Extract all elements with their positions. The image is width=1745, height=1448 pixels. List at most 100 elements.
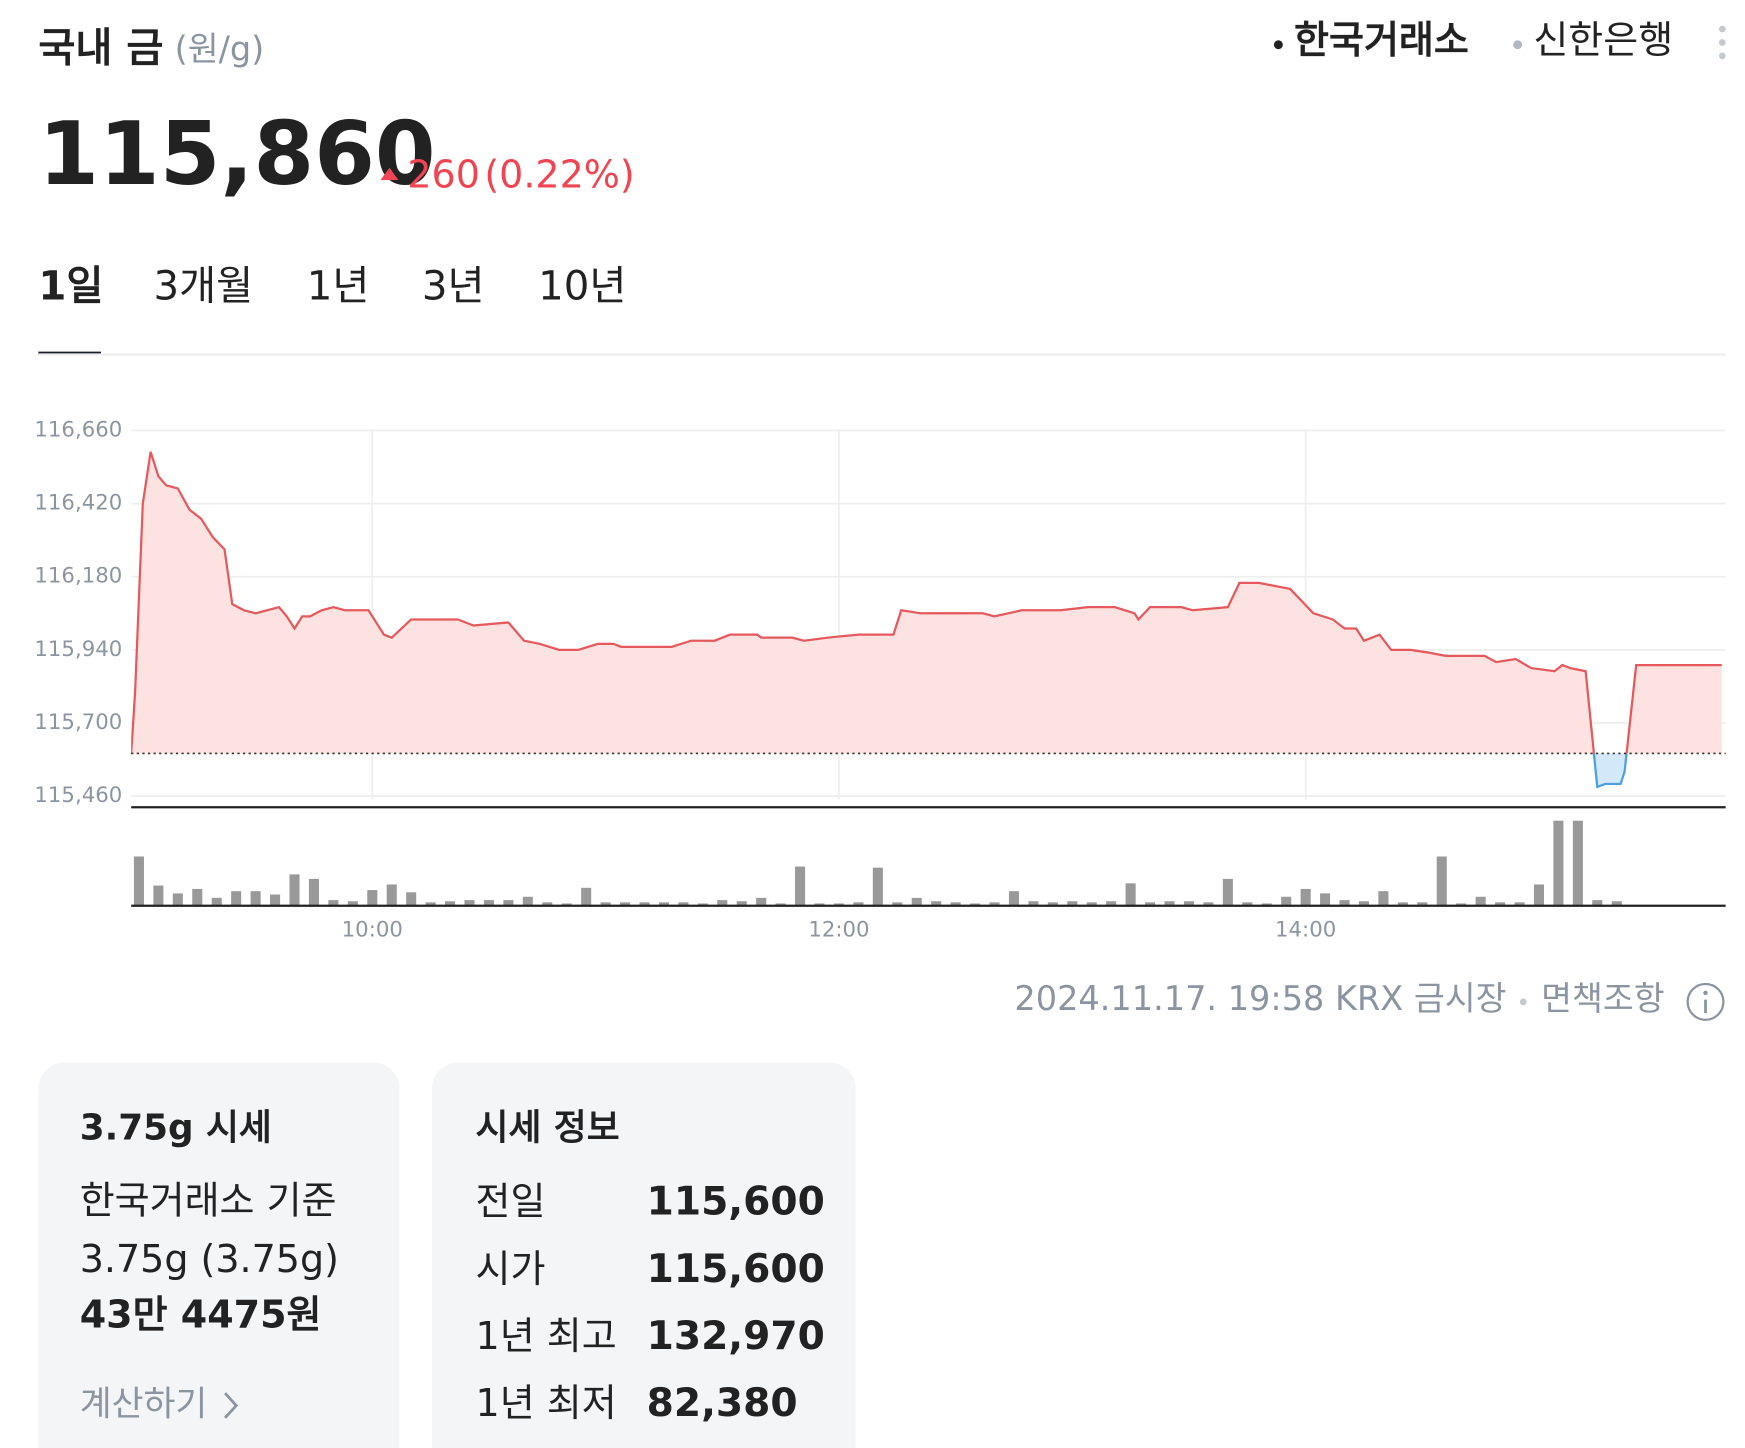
volume-bar [639, 902, 650, 906]
volume-bar [386, 884, 397, 906]
volume-bar [1281, 896, 1292, 906]
card-line: 한국거래소 기준 [80, 1179, 337, 1223]
more-dot [1718, 52, 1726, 60]
tab[interactable]: 1년 [307, 263, 370, 309]
volume-bar [1164, 901, 1175, 906]
volume-bar [483, 900, 494, 906]
volume-bar [950, 902, 961, 906]
info-icon[interactable] [1686, 982, 1725, 1021]
card-bg [431, 1062, 856, 1448]
volume-bar [1106, 901, 1117, 906]
more-menu[interactable] [1718, 25, 1726, 60]
volume-bar [1203, 902, 1214, 906]
timestamp: 2024.11.17. 19:58 KRX 금시장 [1014, 979, 1506, 1018]
card-line: 43만 4475원 [80, 1293, 322, 1337]
volume-bar [1067, 901, 1078, 906]
y-tick-label: 116,660 [34, 417, 122, 442]
volume-bar [231, 891, 242, 906]
volume-bar [1008, 891, 1019, 906]
x-tick-label: 10:00 [342, 917, 403, 942]
change-value: 260 [407, 152, 480, 196]
volume-bar [328, 900, 339, 906]
volume-bar [678, 902, 689, 906]
source-dot [1513, 40, 1523, 50]
volume-bar [658, 902, 669, 906]
volume-bar [1572, 820, 1583, 906]
volume-bar [892, 902, 903, 906]
title-text: 국내 금 [38, 25, 163, 71]
volume-bar [1358, 901, 1370, 906]
volume-bar [1086, 902, 1097, 906]
row-value: 82,380 [647, 1381, 798, 1426]
row-value: 132,970 [647, 1314, 825, 1359]
source[interactable]: 신한은행 [1533, 18, 1673, 62]
row-label: 전일 [476, 1180, 546, 1224]
volume-bar [347, 901, 358, 906]
y-tick-label: 115,940 [34, 637, 122, 662]
volume-bar [153, 885, 164, 906]
x-tick-label: 14:00 [1275, 917, 1336, 942]
volume-bar [1495, 902, 1506, 906]
area [131, 451, 1722, 754]
tab[interactable]: 10년 [538, 263, 626, 309]
tab[interactable]: 3년 [422, 263, 485, 309]
card-title: 3.75g 시세 [80, 1107, 272, 1148]
volume-bar [192, 888, 203, 906]
disclaimer[interactable]: 면책조항 [1541, 979, 1664, 1018]
volume-bar [289, 874, 300, 906]
y-tick-label: 116,180 [34, 564, 122, 589]
change: 260 (0.22%) [407, 152, 634, 196]
row-value: 115,600 [647, 1180, 825, 1225]
price: 115,860 [38, 103, 435, 205]
volume-bar [1222, 878, 1233, 906]
tab[interactable]: 3개월 [154, 263, 254, 309]
volume-bar [1242, 902, 1253, 906]
more-dot [1718, 39, 1726, 46]
volume-bar [1125, 883, 1136, 906]
volume-bar [581, 887, 592, 906]
source-switch: 한국거래소 신한은행 [1273, 18, 1673, 62]
volume-bar [911, 897, 922, 906]
volume-bar [1611, 901, 1622, 906]
separator-dot [1519, 998, 1527, 1006]
volume-bar [989, 902, 1000, 906]
card-bg [38, 1062, 400, 1448]
volume-bar [367, 890, 378, 906]
volume-bar [133, 856, 144, 906]
row-label: 1년 최고 [476, 1314, 617, 1358]
volume-bar [445, 901, 456, 906]
volume-bar [853, 902, 864, 906]
volume-bar [1047, 902, 1058, 906]
volume-bar [717, 900, 728, 906]
unit: (원/g) [175, 29, 265, 68]
volume-bar [1514, 902, 1525, 906]
price-info: 전일 115,600 시가 115,600 1년 최고 132,970 1년 최저 82,38… [476, 1180, 825, 1426]
up-arrow [380, 167, 399, 181]
period-tabs: 1일 3개월 1년 3년 10년 [38, 263, 626, 356]
calc-link[interactable]: 계산하기 [80, 1385, 208, 1425]
chart: 116,660 116,420 116,180 115,940 115,700 115,4… [34, 417, 1726, 942]
volume-bar [872, 867, 883, 906]
tab[interactable]: 1일 [38, 263, 103, 309]
volume-bar [1300, 888, 1311, 906]
volume-bar [736, 901, 747, 906]
y-tick-label: 115,460 [34, 783, 122, 808]
volume-bar [270, 894, 281, 906]
chevron [224, 1392, 239, 1419]
row-value: 115,600 [647, 1247, 825, 1292]
volume-bar [620, 902, 631, 906]
row-label: 시가 [476, 1247, 546, 1291]
volume-bar [1378, 891, 1389, 906]
volume-bar [1028, 901, 1039, 906]
more-dot [1718, 25, 1726, 33]
volume-bar [1417, 902, 1428, 906]
volume-bar [1320, 893, 1331, 906]
y-tick-label: 115,700 [34, 710, 122, 735]
source-dot [1273, 40, 1283, 50]
volume-bar [406, 892, 417, 906]
volume-bar [1183, 901, 1194, 906]
source[interactable]: 한국거래소 [1294, 18, 1469, 62]
volume-bar [756, 897, 767, 906]
